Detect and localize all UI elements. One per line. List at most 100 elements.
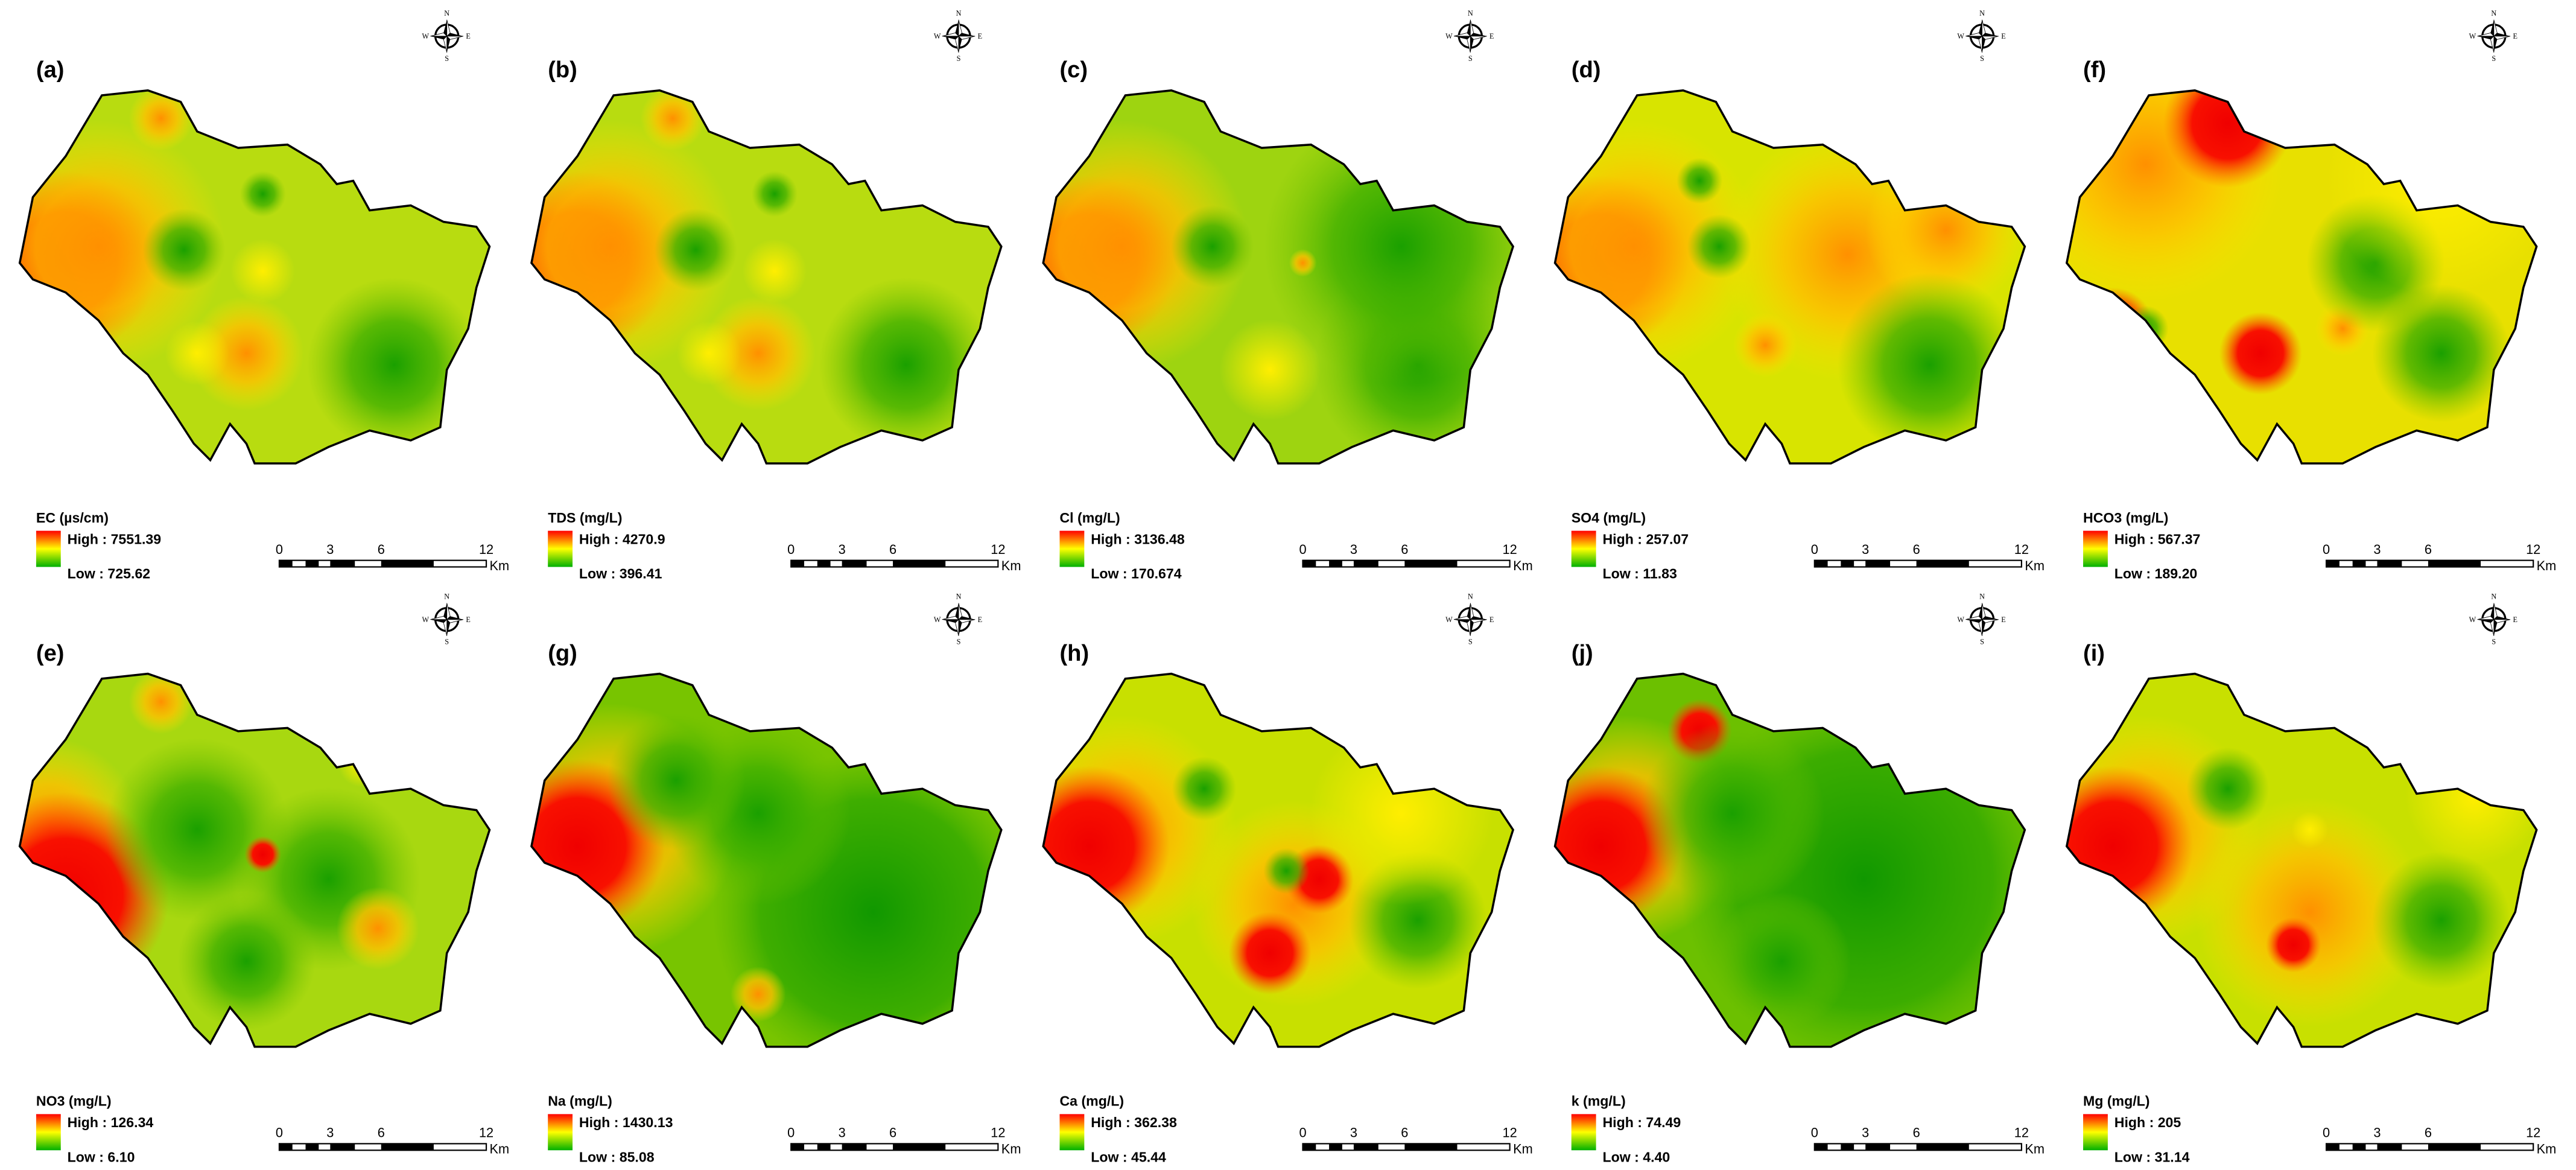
legend-low: Low : 189.20 — [2114, 566, 2198, 582]
scale-bar-label: 3 — [839, 542, 846, 557]
compass-letter: W — [1445, 32, 1453, 40]
compass-letter: W — [1957, 32, 1964, 40]
scale-bar-segment — [1916, 560, 1969, 567]
legend-swatch — [1059, 530, 1085, 567]
compass-letter: W — [1445, 615, 1453, 624]
heat-blob — [1837, 273, 2022, 457]
interpolated-surface — [531, 673, 1001, 1047]
legend-swatch — [1059, 1114, 1085, 1151]
compass-letter: N — [956, 593, 962, 601]
legend-title: Mg (mg/L) — [2083, 1093, 2149, 1109]
north-arrow: N S E W — [1957, 9, 2005, 63]
panel-label: (e) — [36, 640, 65, 666]
panel-label: (b) — [548, 57, 577, 83]
scale-bar-segment — [279, 1143, 293, 1151]
heat-blob — [1712, 892, 1851, 1031]
scale-bar-label: 6 — [889, 542, 896, 557]
legend-high: High : 7551.39 — [68, 531, 162, 547]
scale-bar-segment — [2326, 1143, 2340, 1151]
heat-blob — [2195, 796, 2425, 1028]
map-boundary — [18, 89, 491, 465]
legend-high: High : 362.38 — [1091, 1114, 1177, 1130]
compass-letter: E — [466, 615, 470, 624]
scale-bar-segment — [842, 1143, 867, 1151]
scale-bar-segment — [791, 560, 805, 567]
compass-letter: N — [444, 593, 449, 601]
compass-letter: W — [934, 32, 941, 40]
heat-blob — [128, 673, 194, 734]
interpolated-surface — [19, 673, 490, 1047]
scale-bar-label: 3 — [1862, 1125, 1869, 1140]
compass-letter: S — [1468, 54, 1473, 63]
scale-bar-unit: Km — [2537, 558, 2557, 573]
heat-blob — [230, 238, 296, 304]
heat-blob — [700, 296, 816, 411]
map-boundary — [530, 672, 1003, 1048]
compass-letter: N — [2491, 593, 2496, 601]
compass-letter: N — [444, 9, 449, 17]
scale-bar-label: 0 — [1299, 1125, 1306, 1140]
compass-star-light — [430, 19, 464, 53]
scale-bar-unit: Km — [490, 1142, 510, 1157]
scale-bar-label: 12 — [1503, 1125, 1517, 1140]
map-panel: (e) N S E W NO3 (mg/L) High : 126.34 Low : 6.10… — [18, 593, 510, 1165]
compass-letter: S — [1980, 638, 1984, 646]
scale-bar-label: 6 — [1401, 542, 1408, 557]
scale-bar-unit: Km — [2025, 1142, 2045, 1157]
compass-star-light — [1453, 603, 1487, 637]
scale-bar-label: 0 — [787, 542, 795, 557]
north-arrow: N S E W — [934, 593, 982, 646]
scale-bar-segment — [2352, 560, 2366, 567]
panel-label: (j) — [1572, 640, 1593, 666]
scale-bar-label: 12 — [2526, 542, 2540, 557]
heat-blob — [1289, 249, 1317, 277]
scale-bar-segment — [330, 560, 355, 567]
legend-title: k (mg/L) — [1572, 1093, 1626, 1109]
compass-letter: E — [2001, 32, 2005, 40]
map-boundary — [1553, 672, 2026, 1048]
scale-bar-label: 6 — [889, 1125, 896, 1140]
panel-label: (i) — [2083, 640, 2105, 666]
heat-blob — [306, 277, 482, 453]
map-panel: (a) N S E W EC (µs/cm) High : 7551.39 Low : 725… — [18, 9, 509, 582]
scale-bar-label: 0 — [276, 1125, 283, 1140]
legend-low: Low : 170.674 — [1091, 566, 1182, 582]
heat-blob — [1219, 319, 1321, 421]
heat-blob — [742, 238, 807, 304]
compass-letter: E — [2513, 32, 2517, 40]
heat-blob — [244, 836, 282, 873]
interpolated-surface — [1555, 673, 2025, 1047]
scale-bar-label: 6 — [378, 542, 385, 557]
map-panel: (b) N S E W TDS (mg/L) High : 4270.9 Low : 396.… — [530, 9, 1021, 582]
map-panel: (d) N S E W SO4 (mg/L) High : 257.07 Low : 11.8… — [1553, 9, 2045, 582]
scale-bar-segment — [1353, 1143, 1378, 1151]
scale-bar-label: 3 — [839, 1125, 846, 1140]
heat-blob — [654, 208, 737, 291]
map-panel: (i) N S E W Mg (mg/L) High : 205 Low : 31.14 0 3 6… — [2065, 593, 2556, 1165]
heat-blob — [2163, 90, 2292, 188]
legend-title: Cl (mg/L) — [1059, 510, 1120, 526]
scale-bar-label: 3 — [1350, 542, 1357, 557]
scale-bar-label: 12 — [2526, 1125, 2540, 1140]
legend-title: TDS (mg/L) — [548, 510, 622, 526]
compass-letter: S — [1468, 638, 1473, 646]
legend-low: Low : 31.14 — [2114, 1149, 2190, 1165]
map-boundary — [1553, 89, 2026, 465]
heat-blob — [1687, 214, 1752, 279]
scale-bar-segment — [2377, 560, 2402, 567]
scale-bar-segment — [2428, 1143, 2481, 1151]
scale-bar-label: 6 — [1913, 542, 1920, 557]
legend-swatch — [1571, 530, 1596, 567]
compass-letter: S — [957, 638, 961, 646]
scale-bar-segment — [1865, 1143, 1891, 1151]
scale-bar-segment — [1302, 1143, 1316, 1151]
scale-bar-segment — [2326, 560, 2340, 567]
scale-bar-label: 3 — [326, 1125, 334, 1140]
scale-bar-label: 0 — [276, 542, 283, 557]
scale-bar-segment — [1814, 1143, 1828, 1151]
scale-bar-unit: Km — [1513, 558, 1533, 573]
map-panel: (h) N S E W Ca (mg/L) High : 362.38 Low : 45.44… — [1042, 593, 1533, 1165]
interpolated-surface — [19, 90, 490, 463]
scale-bar-segment — [893, 560, 946, 567]
interpolated-surface — [1555, 90, 2025, 463]
